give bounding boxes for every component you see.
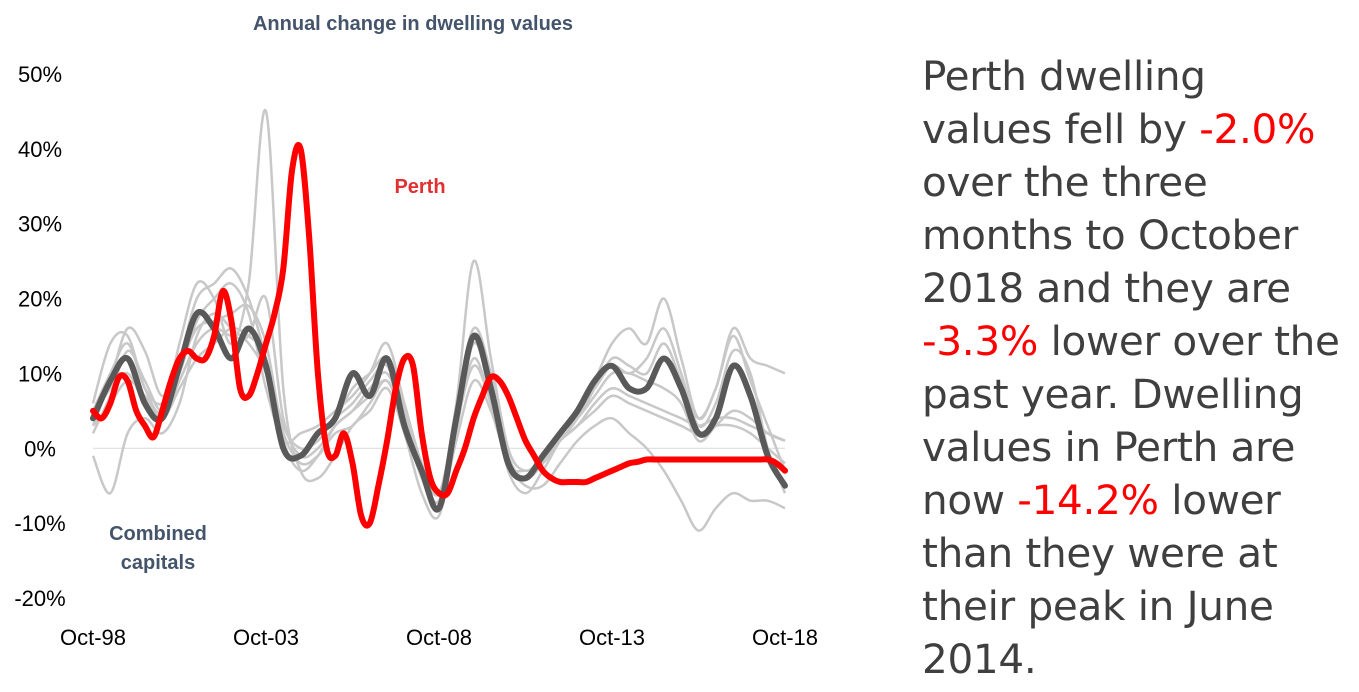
commentary-line: values fell by (922, 105, 1200, 153)
commentary-line: lower (1158, 476, 1281, 524)
combined-annotation-line1: Combined (109, 523, 207, 545)
perth-series-line (90, 141, 788, 529)
commentary-line: past year. Dwelling (922, 370, 1304, 418)
y-tick-label: 10% (18, 361, 62, 386)
annual-change-value: -3.3% (922, 317, 1039, 365)
combined-capitals-series-line (90, 309, 788, 513)
commentary-line: 2014. (922, 635, 1037, 683)
x-tick-label: Oct-98 (60, 625, 126, 650)
x-tick-label: Oct-18 (752, 625, 818, 650)
x-tick-label: Oct-08 (406, 625, 472, 650)
commentary-line: lower over the (1038, 317, 1340, 365)
background-series-lines (91, 108, 787, 532)
commentary-line: now (922, 476, 1018, 524)
commentary-text: Perth dwelling values fell by -2.0% over… (922, 50, 1359, 686)
x-tick-label: Oct-03 (233, 625, 299, 650)
y-tick-label: 50% (18, 62, 62, 87)
y-tick-label: -20% (14, 586, 65, 611)
x-axis-ticks: Oct-98 Oct-03 Oct-08 Oct-13 Oct-18 (60, 625, 818, 650)
commentary-line: over the three (922, 158, 1208, 206)
y-tick-label: 40% (18, 137, 62, 162)
main-series-lines (90, 141, 788, 529)
quarterly-change-value: -2.0% (1199, 105, 1316, 153)
commentary-line: Perth dwelling (922, 52, 1206, 100)
chart: Annual change in dwelling values 50% 40% 3… (14, 13, 818, 650)
y-tick-label: 0% (24, 436, 56, 461)
combined-annotation-line2: capitals (121, 552, 195, 574)
y-tick-label: 20% (18, 287, 62, 312)
commentary-line: values in Perth are (922, 423, 1296, 471)
commentary-line: 2018 and they are (922, 264, 1291, 312)
y-tick-label: 30% (18, 212, 62, 237)
x-tick-label: Oct-13 (579, 625, 645, 650)
peak-change-value: -14.2% (1017, 476, 1159, 524)
commentary-line: months to October (922, 211, 1298, 259)
y-tick-label: -10% (14, 511, 65, 536)
background-series-line (92, 327, 786, 497)
commentary-line: than they were at (922, 529, 1278, 577)
commentary-line: their peak in June (922, 582, 1274, 630)
perth-annotation: Perth (394, 176, 445, 198)
chart-title: Annual change in dwelling values (253, 13, 573, 35)
y-axis-ticks: 50% 40% 30% 20% 10% 0% -10% -20% (14, 62, 65, 611)
